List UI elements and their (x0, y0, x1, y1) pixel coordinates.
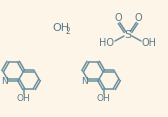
Text: OH: OH (52, 23, 69, 33)
Text: OH: OH (17, 94, 31, 103)
Text: O: O (114, 13, 122, 23)
Text: OH: OH (141, 38, 157, 48)
Text: 2: 2 (65, 26, 70, 35)
Text: O: O (134, 13, 142, 23)
Text: N: N (82, 77, 88, 86)
Text: S: S (124, 30, 132, 40)
Text: OH: OH (97, 94, 111, 103)
Text: HO: HO (99, 38, 115, 48)
Text: N: N (2, 77, 8, 86)
